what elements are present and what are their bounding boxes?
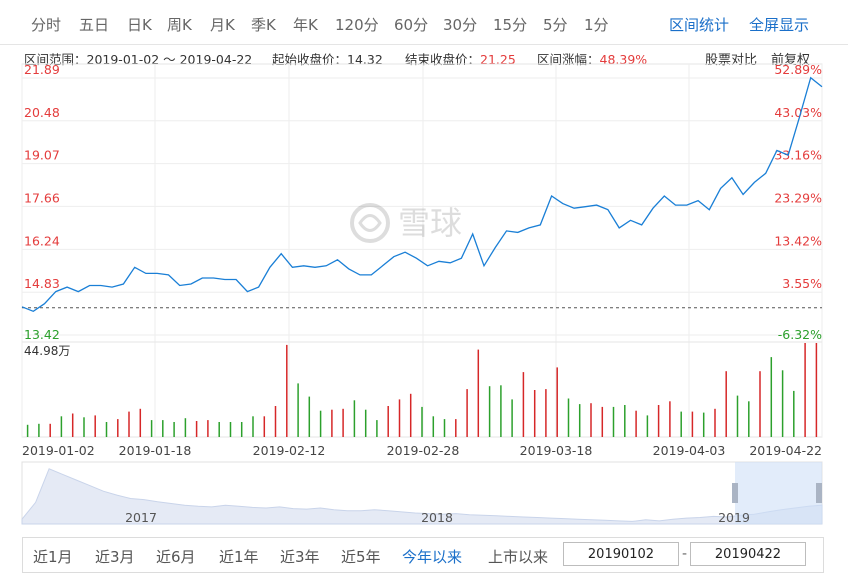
price-tick-label: 21.89 (24, 62, 60, 77)
range-change-label: 区间涨幅：48.39% (537, 49, 647, 68)
range-change-caption: 区间涨幅： (537, 52, 600, 67)
percent-tick-label: 43.03% (774, 105, 822, 120)
range-1-year[interactable]: 近1年 (219, 548, 259, 566)
navigator-year-label: 2019 (718, 510, 750, 525)
percent-tick-label: 33.16% (774, 148, 822, 163)
price-tick-label: 16.24 (24, 233, 60, 248)
date-tick-label: 2019-04-22 (749, 443, 822, 458)
range-year-to-date[interactable]: 今年以来 (402, 548, 463, 566)
end-close-value: 21.25 (480, 52, 516, 67)
price-tick-label: 13.42 (24, 327, 60, 342)
tab-quarterly-k[interactable]: 季K (251, 16, 276, 34)
date-tick-label: 2019-03-18 (520, 443, 593, 458)
percent-tick-label: 23.29% (774, 190, 822, 205)
date-tick-label: 2019-02-28 (387, 443, 460, 458)
navigator-year-label: 2017 (125, 510, 157, 525)
tab-30min[interactable]: 30分 (443, 16, 478, 34)
percent-tick-label: 13.42% (774, 233, 822, 248)
tab-15min[interactable]: 15分 (493, 16, 528, 34)
fullscreen-button[interactable]: 全屏显示 (749, 16, 810, 34)
range-3-months[interactable]: 近3月 (95, 548, 135, 566)
volume-bars (26, 343, 818, 437)
end-close-label: 结束收盘价：21.25 (405, 49, 516, 68)
price-tick-label: 19.07 (24, 148, 60, 163)
tab-daily-k[interactable]: 日K (127, 16, 152, 34)
end-close-caption: 结束收盘价： (405, 52, 481, 67)
price-tick-label: 20.48 (24, 105, 60, 120)
percent-tick-label: 52.89% (774, 62, 822, 77)
navigator-area (21, 468, 823, 525)
end-date-input[interactable]: 20190422 (690, 542, 806, 566)
date-separator: - (682, 546, 688, 562)
price-chart[interactable]: 21.89 20.48 19.07 17.66 16.24 14.83 13.42 52.8… (0, 0, 848, 530)
start-close-value: 14.32 (347, 52, 383, 67)
tab-weekly-k[interactable]: 周K (167, 16, 192, 34)
tab-yearly-k[interactable]: 年K (293, 16, 318, 34)
chart-frame (21, 63, 823, 438)
percent-tick-label: -6.32% (778, 327, 822, 342)
date-tick-label: 2019-01-18 (119, 443, 192, 458)
range-stats-button[interactable]: 区间统计 (669, 16, 730, 34)
period-tab-bar: 分时 五日 日K 周K 月K 季K 年K 120分 60分 30分 15分 5分… (0, 0, 848, 45)
price-tick-label: 17.66 (24, 190, 60, 205)
price-axis: 21.89 20.48 19.07 17.66 16.24 14.83 13.42 (24, 62, 60, 342)
range-change-value: 48.39% (599, 52, 648, 67)
tab-120min[interactable]: 120分 (335, 16, 379, 34)
price-tick-label: 14.83 (24, 276, 60, 291)
date-axis: 2019-01-02 2019-01-18 2019-02-12 2019-02-28… (22, 443, 822, 458)
range-info-bar: 区间范围：2019-01-02 ～ 2019-04-22 起始收盘价：14.32… (0, 46, 848, 68)
tab-5min[interactable]: 5分 (543, 16, 568, 34)
start-close-label: 起始收盘价：14.32 (272, 49, 383, 68)
tab-intraday[interactable]: 分时 (31, 16, 62, 34)
navigator-selection (735, 462, 822, 524)
tab-1min[interactable]: 1分 (584, 16, 609, 34)
date-tick-label: 2019-02-12 (253, 443, 326, 458)
navigator-handle-left (732, 483, 738, 503)
range-6-months[interactable]: 近6月 (156, 548, 196, 566)
chart-grid (21, 63, 823, 438)
range-selector-bar: 近1月 近3月 近6月 近1年 近3年 近5年 今年以来 上市以来 201901… (22, 537, 824, 573)
percent-tick-label: 3.55% (782, 276, 822, 291)
percent-axis: 52.89% 43.03% 33.16% 23.29% 13.42% 3.55% -6.32… (774, 62, 822, 342)
volume-max-label: 44.98万 (24, 344, 70, 358)
range-1-month[interactable]: 近1月 (33, 548, 73, 566)
tab-five-day[interactable]: 五日 (79, 16, 110, 34)
start-date-input[interactable]: 20190102 (563, 542, 679, 566)
date-tick-label: 2019-04-03 (653, 443, 726, 458)
start-close-caption: 起始收盘价： (272, 52, 348, 67)
navigator-year-label: 2018 (421, 510, 453, 525)
tab-60min[interactable]: 60分 (394, 16, 429, 34)
range-since-listing[interactable]: 上市以来 (488, 548, 549, 566)
tab-monthly-k[interactable]: 月K (210, 16, 235, 34)
price-line (21, 76, 823, 313)
navigator-handle-right (816, 483, 822, 503)
range-3-years[interactable]: 近3年 (280, 548, 320, 566)
range-5-years[interactable]: 近5年 (341, 548, 381, 566)
range-navigator: 2017 2018 2019 (21, 461, 823, 525)
range-label: 区间范围：2019-01-02 ～ 2019-04-22 (24, 52, 253, 67)
date-tick-label: 2019-01-02 (22, 443, 95, 458)
